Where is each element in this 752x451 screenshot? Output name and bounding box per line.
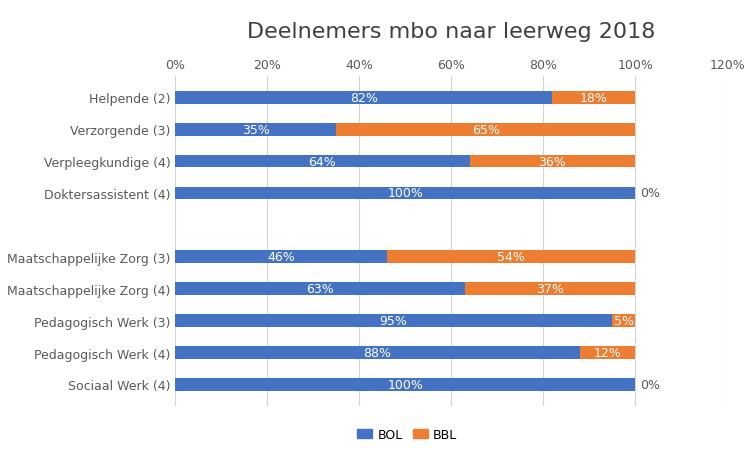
Text: 54%: 54% [497,251,525,264]
Bar [336,124,635,136]
Bar [175,187,635,200]
Text: 0%: 0% [640,187,660,200]
Bar [465,283,635,295]
Legend: BOL, BBL: BOL, BBL [352,423,462,446]
Text: 12%: 12% [594,346,621,359]
Bar [387,251,635,263]
Title: Deelnemers mbo naar leerweg 2018: Deelnemers mbo naar leerweg 2018 [247,22,656,42]
Bar [175,92,553,104]
Text: 100%: 100% [387,187,423,200]
Bar [175,124,336,136]
Bar [175,346,580,359]
Bar [580,346,635,359]
Text: 46%: 46% [267,251,295,264]
Bar [612,314,635,327]
Text: 35%: 35% [241,124,270,136]
Text: 36%: 36% [538,155,566,168]
Text: 100%: 100% [387,378,423,391]
Text: 18%: 18% [580,92,608,105]
Bar [175,314,612,327]
Bar [175,155,469,168]
Bar [175,283,465,295]
Bar [553,92,635,104]
Text: 95%: 95% [380,314,408,327]
Text: 63%: 63% [306,283,334,295]
Text: 65%: 65% [472,124,499,136]
Text: 0%: 0% [640,378,660,391]
Bar [175,251,387,263]
Bar [469,155,635,168]
Bar [175,378,635,391]
Text: 88%: 88% [363,346,392,359]
Text: 37%: 37% [536,283,564,295]
Text: 82%: 82% [350,92,378,105]
Text: 64%: 64% [308,155,336,168]
Text: 5%: 5% [614,314,634,327]
